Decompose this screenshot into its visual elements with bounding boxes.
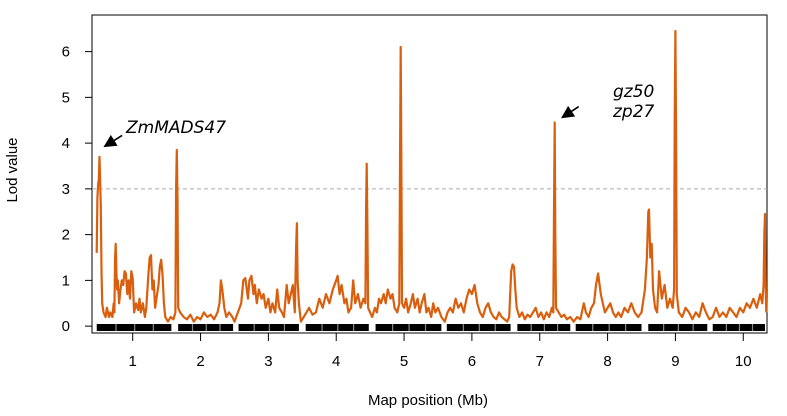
- x-tick-label: 9: [671, 353, 679, 370]
- x-tick-label: 7: [536, 353, 544, 370]
- segment-marker: [152, 324, 154, 331]
- x-tick-label: 6: [468, 353, 476, 370]
- segment-marker: [543, 324, 546, 331]
- y-tick-label: 1: [62, 272, 70, 289]
- segment-marker: [353, 324, 355, 331]
- segment-marker: [692, 324, 694, 331]
- segment-marker: [337, 324, 339, 331]
- x-tick-label: 3: [264, 353, 272, 370]
- y-tick-label: 0: [62, 318, 70, 335]
- segment-marker: [268, 324, 270, 331]
- y-tick-label: 2: [62, 227, 70, 244]
- annotation-label-2: gz50: [613, 82, 654, 102]
- y-tick-label: 6: [62, 44, 70, 61]
- segment-marker: [321, 324, 323, 331]
- segment-marker: [134, 324, 136, 331]
- segment-marker: [625, 324, 627, 331]
- x-tick-label: 5: [400, 353, 408, 370]
- segment-marker: [677, 324, 679, 331]
- y-axis-ticks: 0 1 2 3 4 5 6: [62, 44, 92, 335]
- segment-marker: [725, 324, 727, 331]
- segment-marker: [663, 324, 665, 331]
- x-tick-label: 1: [129, 353, 137, 370]
- segment-marker: [253, 324, 255, 331]
- segment-marker: [408, 324, 410, 331]
- segment-marker: [392, 324, 394, 331]
- x-axis-title: Map position (Mb): [368, 392, 488, 409]
- annotation-label-1: ZmMADS47: [125, 118, 226, 138]
- y-tick-label: 4: [62, 135, 70, 152]
- segment-marker: [557, 324, 559, 331]
- segment-marker: [424, 324, 427, 331]
- segment-marker: [462, 324, 464, 331]
- annotation-label-2: zp27: [612, 102, 655, 122]
- lod-series: [95, 29, 768, 323]
- chromosome-segments: [96, 324, 765, 331]
- plot-border: [91, 14, 768, 334]
- segment-marker: [219, 324, 221, 331]
- x-tick-label: 2: [196, 353, 204, 370]
- x-axis-ticks: 1 2 3 4 5 6 7 8 9 10: [129, 333, 752, 370]
- segment-marker: [494, 324, 496, 331]
- segment-marker: [191, 324, 194, 331]
- y-tick-label: 3: [62, 181, 70, 198]
- plot-frame: [91, 14, 768, 334]
- segment-marker: [115, 324, 117, 331]
- segment-marker: [738, 324, 741, 331]
- segment-marker: [530, 324, 532, 331]
- annotation-arrow-1: [103, 134, 123, 148]
- y-axis-title: Lod value: [4, 137, 21, 202]
- x-tick-label: 8: [603, 353, 611, 370]
- series-line-0: [95, 29, 768, 323]
- x-tick-label: 10: [735, 353, 752, 370]
- segment-marker: [478, 324, 480, 331]
- segment-marker: [205, 324, 207, 331]
- annotation-arrow-2: [561, 105, 580, 119]
- segment-marker: [608, 324, 610, 331]
- y-tick-label: 5: [62, 89, 70, 106]
- segment-marker: [592, 324, 594, 331]
- segment-marker: [283, 324, 286, 331]
- segment-marker: [751, 324, 754, 331]
- x-tick-label: 4: [332, 353, 340, 370]
